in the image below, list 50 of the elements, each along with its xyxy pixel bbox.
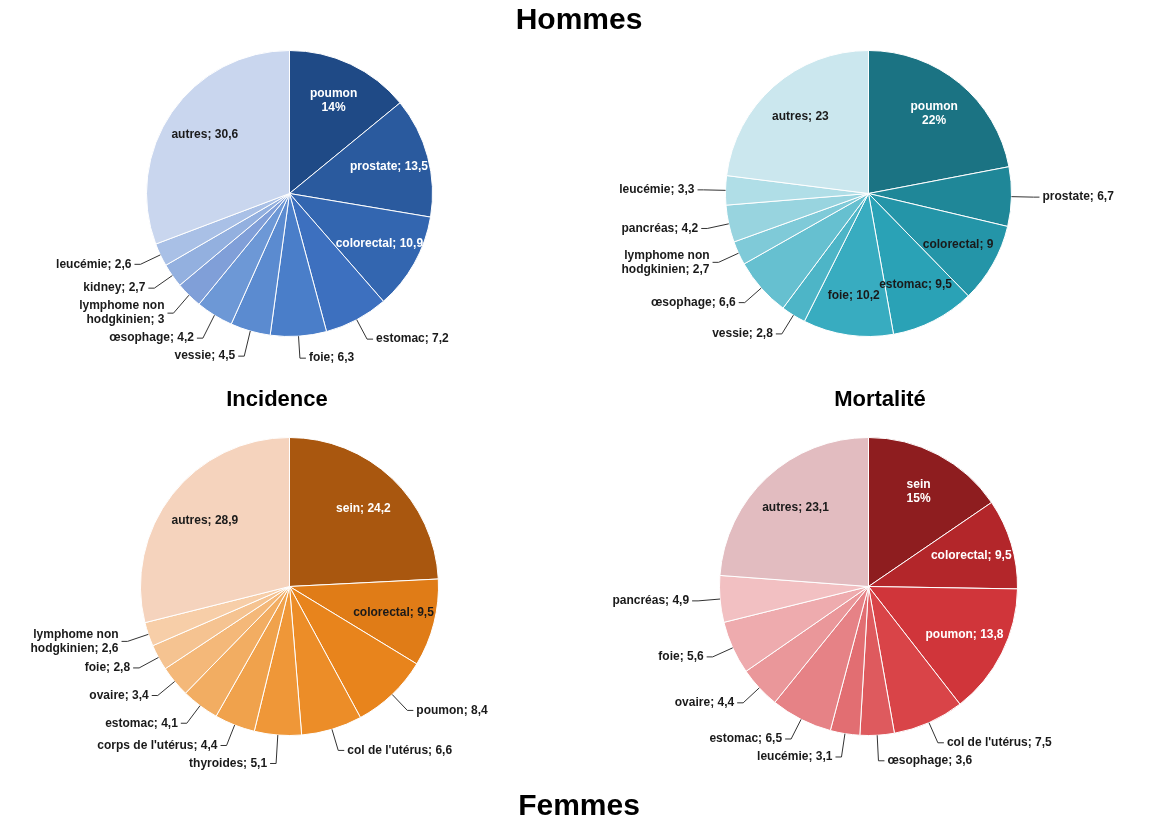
- slice-label: poumon: [910, 99, 958, 114]
- slice-label: œsophage; 3,6: [887, 753, 973, 768]
- data-label: 15%: [906, 490, 931, 505]
- slice-label: sein: [906, 476, 931, 491]
- slice-label: foie; 2,8: [84, 660, 131, 675]
- slice-label: poumon; 8,4: [416, 702, 488, 717]
- text: Mortalité: [834, 386, 926, 412]
- slice-label: col de l'utérus; 6,6: [347, 742, 453, 757]
- slice-label: colorectal; 9,5: [353, 605, 435, 620]
- slice-label: corps de l'utérus; 4,4: [97, 737, 218, 752]
- slice-label: estomac; 7,2: [376, 331, 450, 346]
- slice-label: autres; 23: [772, 108, 830, 123]
- slice-label: leucémie; 2,6: [56, 256, 132, 271]
- slice-label: col de l'utérus; 7,5: [946, 735, 1053, 750]
- slice-label: foie; 6,3: [308, 350, 355, 365]
- slice-label: colorectal; 9: [922, 236, 994, 251]
- text: Femmes: [518, 788, 640, 822]
- slice-label: autres; 30,6: [171, 127, 239, 142]
- slice-label: œsophage; 6,6: [651, 294, 737, 309]
- slice-label: leucémie; 3,3: [619, 182, 695, 197]
- slice-label: vessie; 4,5: [174, 348, 236, 363]
- slice-label: pancréas; 4,2: [621, 220, 699, 235]
- text: Hommes: [515, 2, 643, 36]
- data-label: 14%: [321, 99, 346, 114]
- slice-label: estomac; 4,1: [105, 715, 179, 730]
- slice-label: ovaire; 3,4: [89, 687, 150, 702]
- slice-label: foie; 5,6: [658, 649, 704, 664]
- slice-label: autres; 23,1: [762, 500, 830, 515]
- slice-label: vessie; 2,8: [712, 326, 774, 341]
- slice-label: ovaire; 4,4: [674, 695, 735, 710]
- slice-label: lymphome non hodgkinien; 2,6: [30, 626, 119, 655]
- slice-label: foie; 10,2: [827, 287, 880, 302]
- slice-label: lymphome non hodgkinien; 2,7: [621, 247, 710, 276]
- slice-label: pancréas; 4,9: [612, 593, 690, 608]
- slice-label: lymphome non hodgkinien; 3: [79, 298, 165, 327]
- slice-label: thyroides; 5,1: [189, 755, 268, 770]
- slice-label: autres; 28,9: [171, 512, 239, 527]
- data-label: 22%: [922, 113, 947, 128]
- slice-label: sein; 24,2: [336, 501, 392, 516]
- slice-label: poumon: [309, 85, 358, 100]
- slice-label: colorectal; 10,9: [335, 236, 424, 251]
- slice-label: œsophage; 4,2: [109, 330, 195, 345]
- slice-label: prostate; 13,5: [349, 159, 429, 174]
- slice-label: prostate; 6,7: [1042, 189, 1115, 204]
- slice-label: estomac; 6,5: [709, 731, 783, 746]
- text: Incidence: [226, 386, 328, 412]
- slice-label: poumon; 13,8: [925, 626, 1004, 641]
- slice-label: leucémie; 3,1: [757, 749, 833, 764]
- slice-label: kidney; 2,7: [83, 280, 146, 295]
- slice-label: colorectal; 9,5: [930, 547, 1012, 562]
